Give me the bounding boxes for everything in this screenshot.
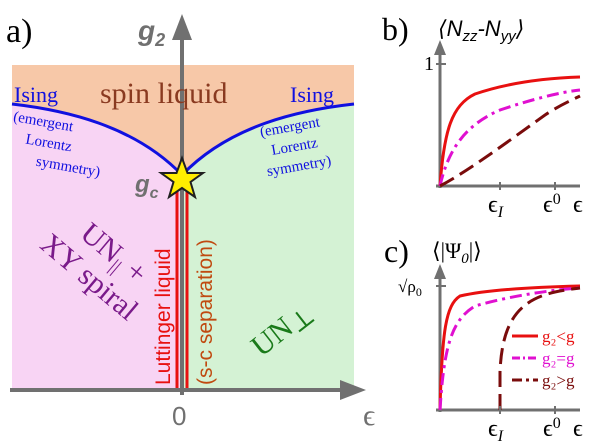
- critical-point-star: [157, 155, 207, 200]
- panel-a-label: a): [6, 13, 32, 50]
- spin-liquid-label: spin liquid: [100, 77, 228, 110]
- y-axis-arrowhead: [172, 14, 192, 40]
- panel-c-xtick-label-1: ϵI: [488, 416, 504, 443]
- panel-b-curve-magenta: [438, 88, 581, 187]
- panel-c-legend: g₂<g g₂=g g₂>g: [512, 327, 575, 390]
- y-axis-label: g2: [137, 15, 165, 50]
- panel-b-title: ⟨Nzz-Nyy⟩: [438, 16, 524, 45]
- panel-c-xtick-label-2: ϵ0: [543, 415, 561, 442]
- panel-b-x-axis-label: ϵ: [573, 192, 583, 218]
- legend-label-3: g₂>g: [542, 371, 575, 390]
- legend-label-1: g₂<g: [542, 327, 575, 346]
- panel-b-label: b): [382, 11, 409, 47]
- panel-c-y-tick-label: √ρ0: [398, 277, 422, 299]
- panel-b-curve-darkred: [439, 94, 581, 188]
- luttinger-label: Luttinger liquid: [152, 248, 175, 385]
- panel-a: a) g2 ϵ 0 gc spin liquid Ising Ising (em…: [6, 13, 375, 432]
- ising-right-label: Ising: [290, 82, 334, 107]
- x-axis-label: ϵ: [363, 399, 375, 432]
- panel-c-curve-red: [438, 284, 581, 411]
- panel-b-y-arrow: [434, 40, 446, 55]
- panel-b: b) ⟨Nzz-Nyy⟩ 1 ϵI ϵ0 ϵ: [382, 11, 583, 221]
- panel-c-title: ⟨|Ψ0|⟩: [432, 238, 482, 267]
- x-axis-arrowhead: [340, 380, 366, 400]
- panel-b-y-tick-label: 1: [424, 53, 434, 75]
- separation-label: (s-c separation): [194, 239, 217, 385]
- panel-b-xtick-label-2: ϵ0: [543, 191, 561, 218]
- panel-c-x-axis-label: ϵ: [573, 416, 583, 442]
- panel-c-y-arrow: [434, 264, 446, 279]
- ising-left-label: Ising: [14, 82, 58, 107]
- panel-c: c) ⟨|Ψ0|⟩ √ρ0 ϵI ϵ0 ϵ g₂<g g₂=g g₂>g: [384, 233, 583, 443]
- panel-b-curve-red: [438, 75, 581, 187]
- panel-c-label: c): [384, 233, 409, 269]
- legend-label-2: g₂=g: [542, 349, 575, 368]
- critical-point-label: gc: [134, 171, 159, 202]
- panel-b-xtick-label-1: ϵI: [488, 192, 504, 221]
- x-zero-label: 0: [172, 401, 186, 431]
